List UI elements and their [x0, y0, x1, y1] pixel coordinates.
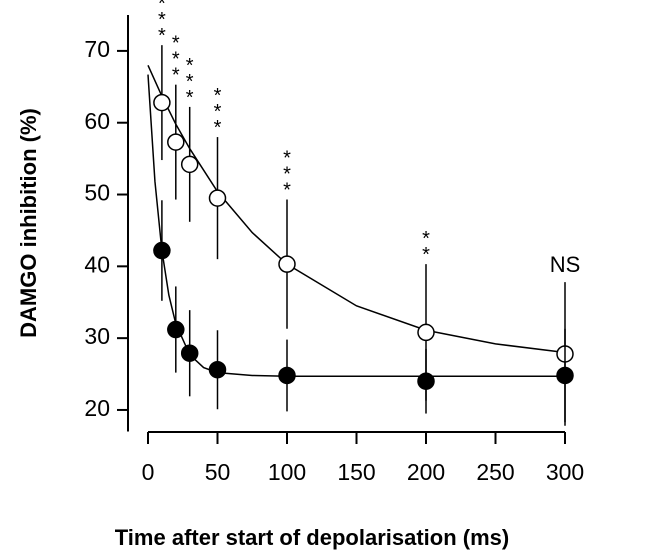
x-tick-label: 250	[476, 459, 514, 485]
fit-curve	[147, 64, 566, 354]
data-point	[167, 320, 185, 339]
data-point	[417, 323, 435, 342]
data-point	[278, 255, 296, 273]
x-tick-label: 150	[337, 459, 375, 485]
x-tick-label: 200	[407, 459, 445, 485]
significance: NS	[550, 252, 581, 277]
significance: ***	[179, 55, 201, 103]
data-point	[167, 133, 185, 151]
significance: ***	[151, 0, 173, 41]
x-tick-label: 100	[268, 459, 306, 485]
x-axis-label: Time after start of depolarisation (ms)	[115, 525, 509, 550]
data-point	[556, 366, 574, 385]
data-point	[153, 241, 171, 260]
y-axis-label: DAMGO inhibition (%)	[16, 108, 41, 338]
y-tick-label: 50	[84, 180, 110, 206]
significance: ***	[165, 33, 187, 81]
data-point	[208, 360, 227, 379]
data-point	[153, 93, 171, 112]
y-tick-label: 70	[84, 36, 110, 62]
y-tick-label: 30	[84, 323, 110, 349]
x-tick-label: 300	[546, 459, 584, 485]
y-tick-label: 40	[84, 251, 110, 277]
x-tick-label: 0	[142, 459, 155, 485]
data-point	[180, 344, 199, 362]
data-point	[278, 366, 296, 385]
y-tick-label: 20	[84, 395, 110, 421]
data-point	[180, 155, 199, 174]
x-tick-label: 50	[205, 459, 231, 485]
y-tick-label: 60	[84, 108, 110, 134]
significance: **	[415, 228, 437, 260]
data-point	[208, 189, 227, 207]
significance: ***	[207, 85, 229, 133]
data-point	[417, 372, 435, 390]
significance: ***	[276, 148, 298, 196]
